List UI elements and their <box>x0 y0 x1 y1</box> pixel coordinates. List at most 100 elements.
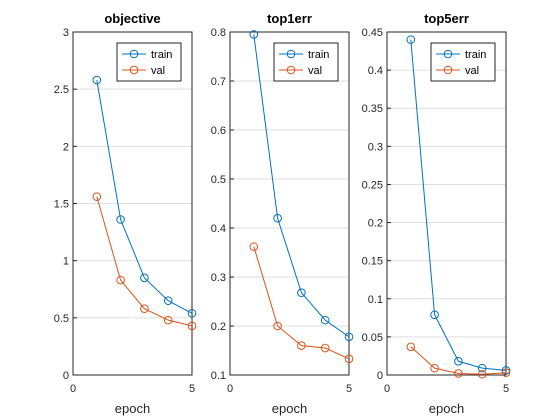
y-tick-label: 0.1 <box>368 294 383 306</box>
x-axis-label: epoch <box>429 401 464 416</box>
series-line-train <box>253 34 350 338</box>
data-point-val <box>406 342 416 352</box>
data-point-train <box>187 308 197 318</box>
legend-marker-val <box>129 65 139 75</box>
chart-title: top5err <box>424 11 469 26</box>
y-tick-label: 0.2 <box>211 321 226 333</box>
subplot-objective: 0 0.5 1 1.5 2 2.5 3 0 5 objective epoch train val <box>54 11 197 416</box>
legend-marker-val <box>443 65 453 75</box>
data-point-val <box>273 321 282 331</box>
legend-marker-val <box>286 65 296 75</box>
series-line-train <box>96 79 193 314</box>
plot-area <box>230 32 349 375</box>
y-tick-label: 3 <box>63 27 69 39</box>
x-tick-label: 5 <box>189 383 195 395</box>
y-tick-label: 0.8 <box>211 27 226 39</box>
legend: train val <box>273 42 339 82</box>
y-tick-label: 0 <box>377 370 383 382</box>
y-tick-label: 0.1 <box>211 370 226 382</box>
data-point-train <box>501 366 511 375</box>
data-point-train <box>430 310 439 320</box>
x-tick-label: 5 <box>503 383 509 395</box>
data-point-train <box>249 30 259 39</box>
data-point-train <box>406 35 416 44</box>
y-tick-label: 0.5 <box>211 174 226 186</box>
data-point-train <box>477 363 487 373</box>
legend-box <box>430 42 496 82</box>
y-tick-label: 1.5 <box>54 199 69 211</box>
series-line-train <box>410 39 507 371</box>
y-tick-label: 0.05 <box>362 332 383 344</box>
legend-marker-train <box>443 49 453 59</box>
subplot-top5err: 0 0.05 0.1 0.15 0.2 0.25 0.3 0.35 0.4 0.45 0 5 top5e… <box>362 11 511 416</box>
data-point-train <box>297 288 306 297</box>
x-axis-label: epoch <box>272 401 307 416</box>
chart-title: objective <box>104 11 160 26</box>
y-tick-label: 0.2 <box>368 218 383 230</box>
data-point-train <box>320 315 330 325</box>
x-tick-label: 5 <box>346 383 352 395</box>
data-point-val <box>501 368 511 378</box>
y-tick-label: 0.25 <box>362 179 383 191</box>
y-tick-label: 2.5 <box>54 84 69 96</box>
series-line-val <box>410 346 507 375</box>
legend-label-train: train <box>465 49 486 61</box>
x-axis-label: epoch <box>115 401 150 416</box>
legend: train val <box>430 42 496 82</box>
series-line-val <box>96 196 193 327</box>
y-tick-label: 0.35 <box>362 103 383 115</box>
data-point-val <box>187 321 197 331</box>
x-tick-label: 0 <box>227 383 233 395</box>
legend-marker-train <box>286 49 296 59</box>
y-tick-label: 0.6 <box>211 125 226 137</box>
data-point-val <box>92 192 102 201</box>
y-tick-label: 0.4 <box>211 223 226 235</box>
legend-box <box>273 42 339 82</box>
y-tick-label: 0.7 <box>211 76 226 88</box>
legend-label-val: val <box>151 65 165 77</box>
data-point-val <box>249 242 259 251</box>
y-tick-label: 0.3 <box>211 272 226 284</box>
y-tick-label: 2 <box>63 141 69 153</box>
data-point-val <box>116 275 125 285</box>
data-point-train <box>163 296 173 305</box>
chart-title: top1err <box>267 11 312 26</box>
subplot-top1err: 0.1 0.2 0.3 0.4 0.5 0.6 0.7 0.8 0 5 top1err epoch tr… <box>211 11 354 416</box>
legend: train val <box>116 42 182 82</box>
legend-label-val: val <box>308 65 322 77</box>
data-point-val <box>320 343 330 353</box>
data-point-val <box>163 315 173 325</box>
data-point-train <box>344 332 354 342</box>
axes-frame <box>229 31 350 376</box>
x-tick-label: 0 <box>70 383 76 395</box>
data-point-train <box>116 215 125 224</box>
data-point-train <box>140 273 149 283</box>
data-point-val <box>297 341 306 350</box>
legend-box <box>116 42 182 82</box>
data-point-train <box>92 75 102 85</box>
x-tick-label: 0 <box>384 383 390 395</box>
y-tick-label: 0.45 <box>362 27 383 39</box>
data-point-val <box>430 363 439 373</box>
y-tick-label: 0.5 <box>54 313 69 325</box>
axes-frame <box>72 31 193 376</box>
data-point-train <box>273 213 282 223</box>
data-point-val <box>477 369 487 379</box>
series-line-val <box>253 246 350 360</box>
data-point-val <box>140 304 149 313</box>
data-point-val <box>454 369 463 378</box>
y-tick-label: 0 <box>63 370 69 382</box>
data-point-train <box>454 356 463 366</box>
legend-label-val: val <box>465 65 479 77</box>
y-tick-label: 0.3 <box>368 141 383 153</box>
legend-marker-train <box>129 49 139 59</box>
axes-frame <box>386 31 507 376</box>
legend-label-train: train <box>151 49 172 61</box>
y-tick-label: 1 <box>63 256 69 268</box>
plot-area <box>387 32 506 375</box>
legend-label-train: train <box>308 49 329 61</box>
data-point-val <box>344 354 354 364</box>
y-tick-label: 0.15 <box>362 256 383 268</box>
y-tick-label: 0.4 <box>368 65 383 77</box>
